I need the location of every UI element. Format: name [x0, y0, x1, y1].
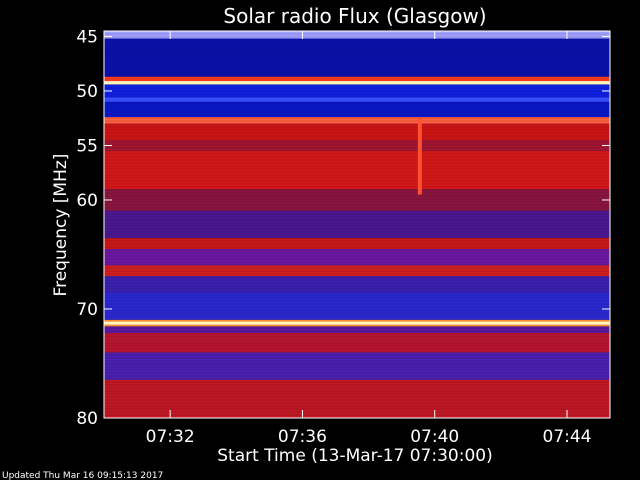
y-axis-label: Frequency [MHz] — [51, 154, 71, 297]
frequency-band — [104, 97, 610, 102]
y-tick-label: 45 — [76, 27, 98, 47]
y-tick-label: 70 — [76, 300, 98, 320]
plot-area — [104, 30, 610, 418]
frequency-band — [104, 31, 610, 39]
bright-emission-line — [104, 81, 610, 85]
plot-frame — [103, 30, 611, 419]
frequency-band — [104, 249, 610, 266]
x-axis: 07:32 07:36 07:40 07:44 — [146, 31, 592, 447]
frequency-band — [104, 326, 610, 333]
x-tick-label: 07:40 — [410, 427, 459, 447]
frequency-band — [104, 150, 610, 190]
y-axis: 45 50 55 60 70 80 — [76, 27, 610, 429]
frequency-band — [104, 101, 610, 118]
frequency-band — [104, 84, 610, 98]
x-tick-label: 07:36 — [278, 427, 327, 447]
frequency-band — [104, 123, 610, 141]
x-tick-label: 07:32 — [146, 427, 195, 447]
x-axis-label: Start Time (13-Mar-17 07:30:00) — [217, 446, 492, 466]
frequency-band — [104, 276, 610, 293]
frequency-band — [104, 76, 610, 82]
y-tick-label: 80 — [76, 409, 98, 429]
frequency-band — [104, 189, 610, 211]
radio-burst-mark — [417, 118, 422, 195]
frequency-band — [104, 352, 610, 380]
frequency-band — [104, 210, 610, 239]
y-tick-label: 50 — [76, 82, 98, 102]
chart-title: Solar radio Flux (Glasgow) — [223, 4, 486, 28]
frequency-band — [104, 332, 610, 353]
bright-emission-line — [104, 321, 610, 325]
y-tick-label: 60 — [76, 191, 98, 211]
updated-timestamp: Updated Thu Mar 16 09:15:13 2017 — [2, 471, 163, 480]
frequency-band — [104, 238, 610, 250]
frequency-band — [104, 117, 610, 124]
frequency-band — [104, 140, 610, 151]
x-tick-label: 07:44 — [543, 427, 592, 447]
frequency-band — [104, 265, 610, 277]
frequency-band — [104, 292, 610, 320]
y-tick-label: 55 — [76, 136, 98, 156]
frequency-band — [104, 38, 610, 77]
frequency-band — [104, 379, 610, 418]
